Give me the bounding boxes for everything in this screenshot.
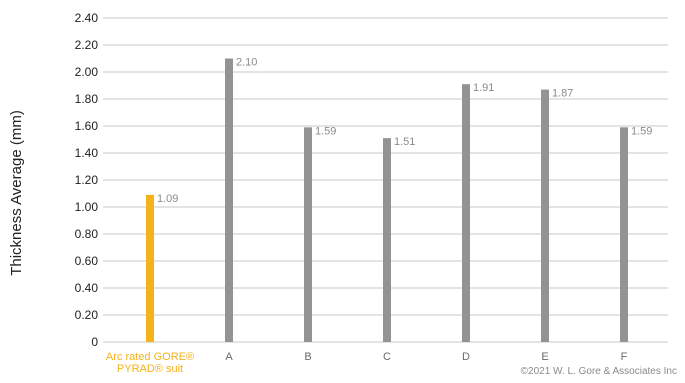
y-tick-label: 1.20	[75, 173, 99, 187]
data-label: 1.87	[552, 88, 573, 100]
x-category-label: C	[383, 351, 391, 363]
x-category-label: D	[462, 351, 470, 363]
data-label: 1.51	[394, 136, 415, 148]
x-category-label: PYRAD® suit	[117, 363, 183, 375]
bar	[225, 58, 233, 342]
x-category-label: B	[304, 351, 311, 363]
y-tick-label: 1.60	[75, 119, 99, 133]
data-label: 1.09	[157, 193, 178, 205]
y-axis-ticks: 0 0.20 0.40 0.60 0.80 1.00 1.20 1.40 1.60 1.80 2.0…	[75, 11, 99, 349]
data-labels: 1.09 2.10 1.59 1.51 1.91 1.87 1.59	[157, 57, 652, 205]
x-category-label: F	[621, 351, 628, 363]
bar	[620, 127, 628, 342]
data-label: 1.59	[631, 125, 652, 137]
y-tick-label: 0	[91, 335, 98, 349]
bar	[541, 89, 549, 342]
y-tick-label: 2.20	[75, 38, 99, 52]
y-tick-label: 2.00	[75, 65, 99, 79]
bars	[146, 58, 628, 343]
y-tick-label: 0.40	[75, 281, 99, 295]
bar	[304, 127, 312, 342]
x-category-label: Arc rated GORE®	[106, 351, 194, 363]
y-tick-label: 0.20	[75, 308, 99, 322]
copyright-notice: ©2021 W. L. Gore & Associates Inc	[520, 366, 677, 377]
y-tick-label: 1.40	[75, 146, 99, 160]
bar	[383, 138, 391, 342]
bar	[146, 194, 154, 342]
y-tick-label: 1.00	[75, 200, 99, 214]
y-axis-label: Thickness Average (mm)	[8, 110, 25, 276]
y-tick-label: 2.40	[75, 11, 99, 25]
data-label: 1.59	[315, 125, 336, 137]
data-label: 1.91	[473, 82, 494, 94]
bar	[462, 84, 470, 343]
y-tick-label: 1.80	[75, 92, 99, 106]
x-category-label: E	[541, 351, 548, 363]
data-label: 2.10	[236, 57, 257, 69]
x-axis-categories: Arc rated GORE®PYRAD® suit A B C D E F	[106, 351, 628, 375]
y-tick-label: 0.80	[75, 227, 99, 241]
y-tick-label: 0.60	[75, 254, 99, 268]
x-category-label: A	[225, 351, 233, 363]
